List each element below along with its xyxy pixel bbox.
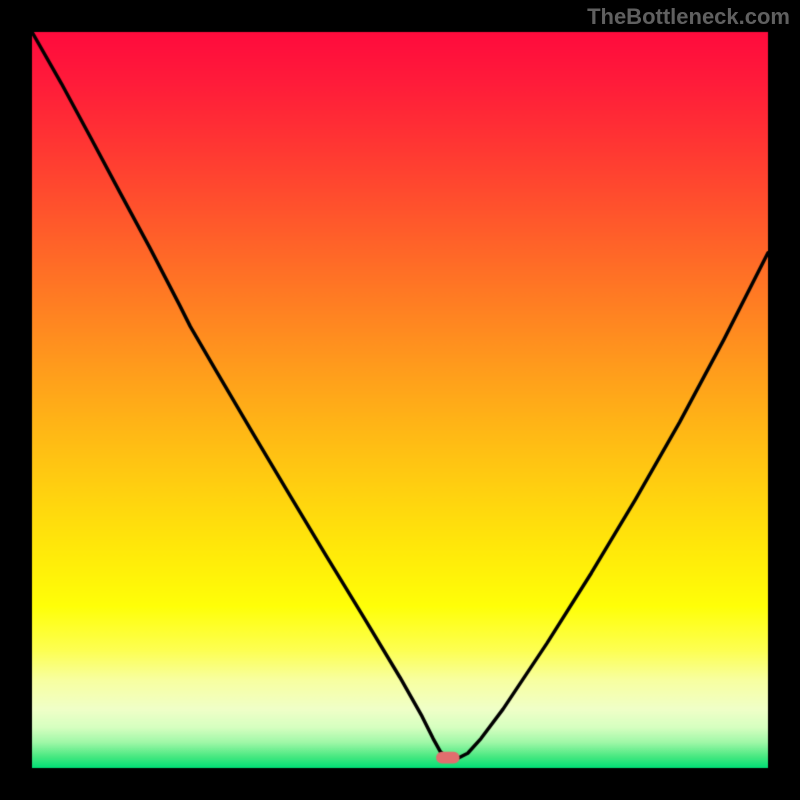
chart-container: TheBottleneck.com — [0, 0, 800, 800]
watermark-text: TheBottleneck.com — [587, 4, 790, 30]
bottleneck-curve-chart — [0, 0, 800, 800]
